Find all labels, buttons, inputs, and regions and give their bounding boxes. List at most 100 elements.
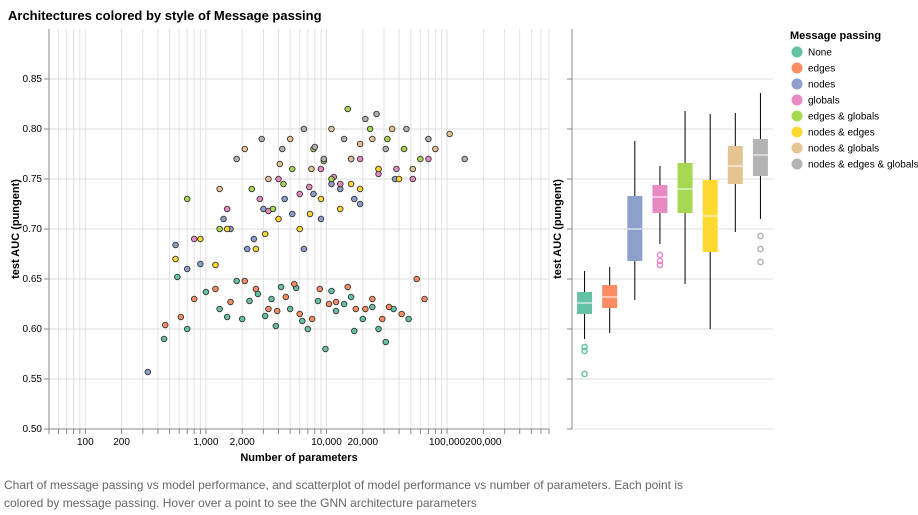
scatter-point[interactable] [299,317,306,325]
scatter-point[interactable] [317,195,325,203]
scatter-point[interactable] [382,145,389,153]
scatter-point[interactable] [296,190,303,198]
scatter-point[interactable] [172,255,179,263]
scatter-point[interactable] [276,160,284,168]
scatter-point[interactable] [269,205,277,213]
box-group[interactable] [652,166,668,269]
scatter-point[interactable] [340,300,348,308]
scatter-point[interactable] [373,110,380,118]
scatter-point[interactable] [282,293,290,301]
scatter-point[interactable] [403,125,410,133]
scatter-point[interactable] [369,135,376,143]
scatter-point[interactable] [161,321,169,329]
scatter-point[interactable] [405,315,412,323]
scatter-point[interactable] [362,115,369,123]
scatter-point[interactable] [362,305,369,313]
scatter-point[interactable] [177,313,185,321]
scatter-point[interactable] [328,175,335,183]
scatter-point[interactable] [375,165,382,173]
scatter-point[interactable] [241,145,249,153]
box-group[interactable] [677,111,693,284]
scatter-point[interactable] [202,288,210,296]
scatter-point[interactable] [279,145,286,153]
scatter-point[interactable] [314,297,322,305]
scatter-point[interactable] [286,305,294,313]
scatter-point[interactable] [288,165,296,173]
scatter-point[interactable] [277,283,285,291]
scatter-point[interactable] [223,205,231,213]
scatter-point[interactable] [227,298,234,306]
scatter-point[interactable] [409,175,417,183]
scatter-point[interactable] [223,313,231,321]
scatter-point[interactable] [398,310,405,318]
scatter-point[interactable] [238,315,246,323]
scatter-point[interactable] [400,145,408,153]
scatter-point[interactable] [322,345,329,353]
scatter-point[interactable] [359,315,367,323]
scatter-point[interactable] [233,155,240,163]
scatter-point[interactable] [413,275,420,283]
scatter-point[interactable] [190,295,198,303]
scatter-point[interactable] [356,155,364,163]
scatter-point[interactable] [336,180,344,188]
scatter-point[interactable] [336,205,344,213]
scatter-point[interactable] [425,155,432,163]
scatter-point[interactable] [183,195,191,203]
scatter-point[interactable] [310,190,317,198]
scatter-point[interactable] [296,225,303,233]
scatter-point[interactable] [308,315,316,323]
scatter-point[interactable] [300,245,308,253]
box-group[interactable] [602,267,618,333]
scatter-point[interactable] [246,297,253,305]
scatter-point[interactable] [304,325,312,333]
scatter-points[interactable] [144,105,468,376]
scatter-point[interactable] [144,368,152,376]
scatter-point[interactable] [311,143,319,151]
scatter-point[interactable] [183,325,191,333]
scatter-point[interactable] [241,277,249,285]
scatter-point[interactable] [328,125,335,133]
scatter-point[interactable] [290,280,298,288]
scatter-point[interactable] [172,241,179,249]
scatter-point[interactable] [385,303,393,311]
scatter-point[interactable] [233,277,240,285]
scatter-point[interactable] [344,105,351,113]
scatter-point[interactable] [300,125,308,133]
scatter-point[interactable] [432,145,439,153]
scatter-point[interactable] [256,195,264,203]
scatter-point[interactable] [325,300,333,308]
scatter-point[interactable] [216,225,223,233]
scatter-point[interactable] [190,235,198,243]
scatter-point[interactable] [261,230,269,238]
scatter-point[interactable] [379,315,386,323]
scatter-point[interactable] [296,310,303,318]
scatter-point[interactable] [265,175,272,183]
scatter-point[interactable] [421,295,428,303]
scatter-point[interactable] [369,295,376,303]
scatter-point[interactable] [281,195,288,203]
scatter-point[interactable] [250,235,258,243]
scatter-point[interactable] [351,327,358,335]
scatter-point[interactable] [160,335,168,343]
scatter-point[interactable] [243,245,251,253]
scatter-point[interactable] [328,287,335,295]
scatter-point[interactable] [340,135,348,143]
box-marks[interactable] [577,93,768,378]
box-group[interactable] [727,113,743,232]
scatter-point[interactable] [356,185,364,193]
scatter-point[interactable] [382,338,389,346]
scatter-point[interactable] [252,245,260,253]
scatter-point[interactable] [317,215,325,223]
scatter-point[interactable] [388,125,396,133]
box-group[interactable] [577,271,593,378]
scatter-point[interactable] [286,135,294,143]
scatter-point[interactable] [183,265,191,273]
box-group[interactable] [702,114,718,329]
scatter-point[interactable] [212,285,219,293]
scatter-point[interactable] [347,155,355,163]
scatter-point[interactable] [384,135,391,143]
scatter-point[interactable] [409,165,417,173]
scatter-point[interactable] [356,140,364,148]
scatter-point[interactable] [268,295,275,303]
scatter-point[interactable] [446,130,453,138]
